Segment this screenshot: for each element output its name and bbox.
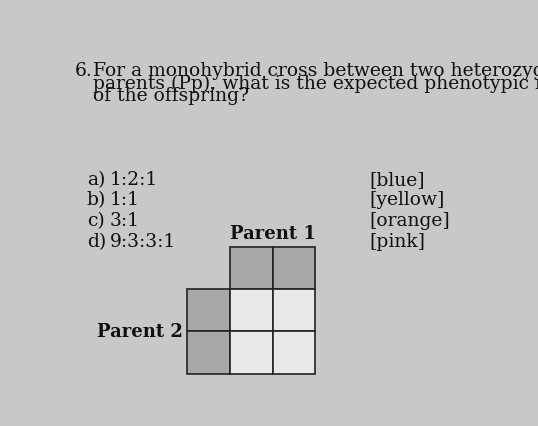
Bar — [187, 289, 230, 331]
Text: 9:3:3:1: 9:3:3:1 — [110, 233, 176, 250]
Text: [blue]: [blue] — [370, 170, 425, 188]
Text: [orange]: [orange] — [370, 212, 450, 230]
Text: b): b) — [87, 191, 106, 209]
Bar — [273, 289, 315, 331]
Text: c): c) — [87, 212, 104, 230]
Bar — [230, 289, 273, 331]
Bar — [230, 331, 273, 374]
Text: 3:1: 3:1 — [110, 212, 140, 230]
Bar — [273, 247, 315, 289]
Text: [yellow]: [yellow] — [370, 191, 445, 209]
Text: Parent 1: Parent 1 — [230, 225, 316, 242]
Bar — [187, 331, 230, 374]
Bar — [230, 247, 273, 289]
Text: parents (Pp), what is the expected phenotypic ratio: parents (Pp), what is the expected pheno… — [93, 75, 538, 93]
Text: 1:1: 1:1 — [110, 191, 140, 209]
Text: d): d) — [87, 233, 106, 250]
Text: For a monohybrid cross between two heterozygous: For a monohybrid cross between two heter… — [93, 62, 538, 80]
Text: of the offspring?: of the offspring? — [93, 87, 249, 105]
Text: 6.: 6. — [75, 62, 93, 80]
Text: 1:2:1: 1:2:1 — [110, 170, 158, 188]
Text: [pink]: [pink] — [370, 233, 426, 250]
Text: Parent 2: Parent 2 — [97, 322, 183, 340]
Bar — [273, 331, 315, 374]
Text: a): a) — [87, 170, 105, 188]
